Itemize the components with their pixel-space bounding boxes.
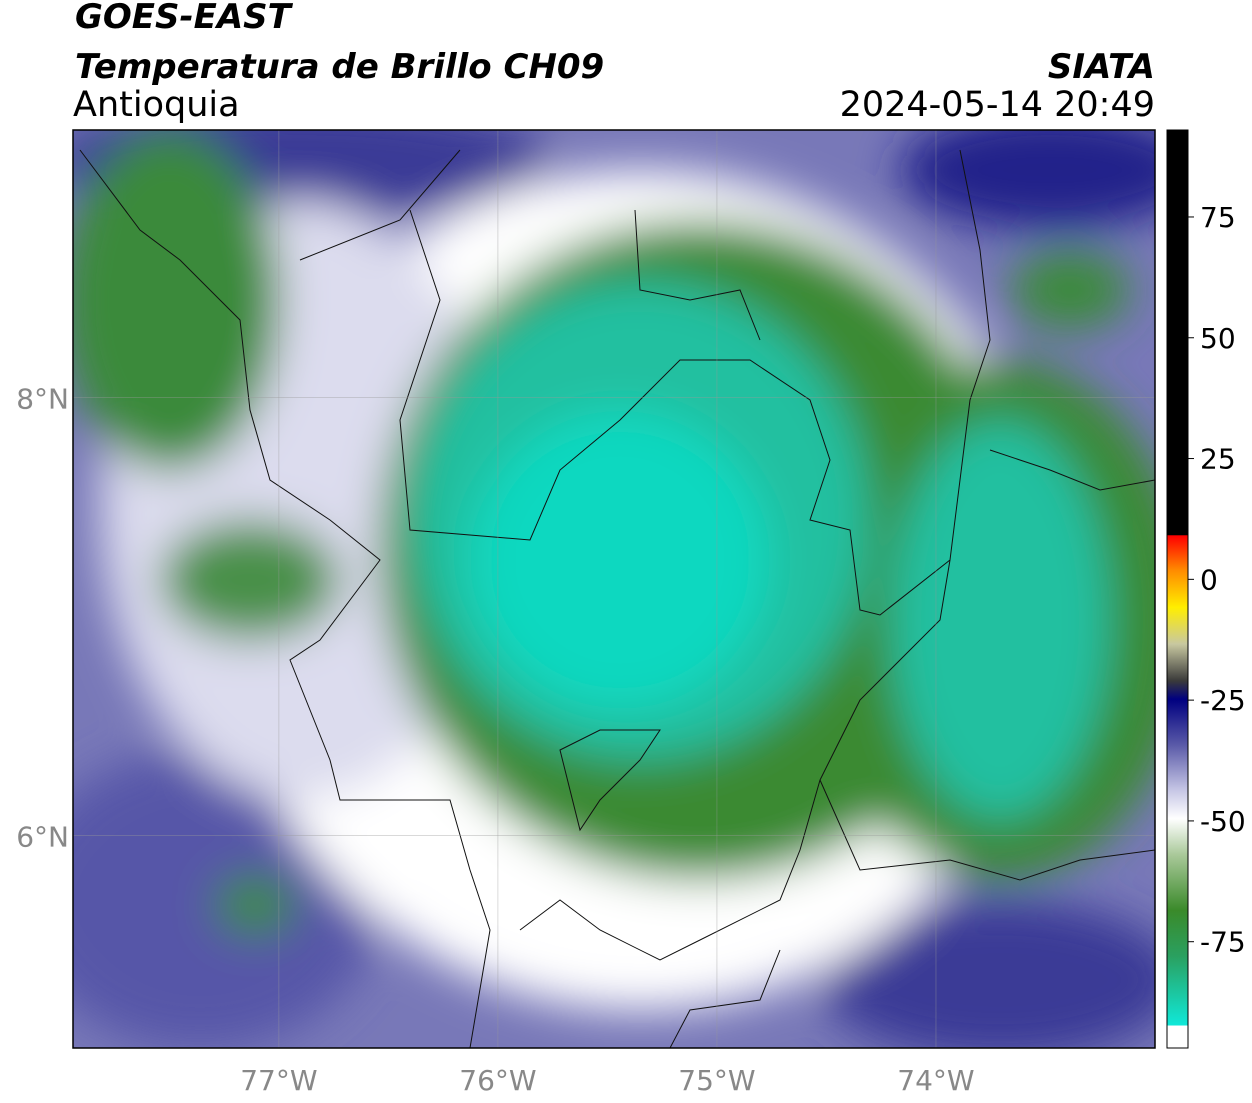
satellite-image <box>73 130 1155 1048</box>
colorbar-tick-label: 0 <box>1200 563 1218 596</box>
subtitle: Temperatura de Brillo CH09 <box>75 47 604 87</box>
borders <box>79 149 1155 1048</box>
datetime: 2024-05-14 20:49 <box>840 85 1155 125</box>
colorbar-tick-label: 50 <box>1200 322 1236 355</box>
source: SIATA <box>1048 47 1155 87</box>
region: Antioquia <box>73 85 240 125</box>
colorbar-tick-label: -75 <box>1200 926 1246 959</box>
x-tick-label: 75°W <box>678 1064 755 1097</box>
x-tick-label: 77°W <box>240 1064 317 1097</box>
map-frame <box>72 129 1156 1049</box>
title: GOES-EAST <box>75 0 294 37</box>
x-tick-label: 74°W <box>897 1064 974 1097</box>
y-tick-label: 6°N <box>16 820 69 853</box>
colorbar-tick-label: -25 <box>1200 684 1246 717</box>
colorbar-tick-label: 75 <box>1200 201 1236 234</box>
y-tick-label: 8°N <box>16 382 69 415</box>
colorbar <box>1166 129 1189 1049</box>
colorbar-tick-label: -50 <box>1200 805 1246 838</box>
colorbar-tick-label: 25 <box>1200 443 1236 476</box>
x-tick-label: 76°W <box>459 1064 536 1097</box>
